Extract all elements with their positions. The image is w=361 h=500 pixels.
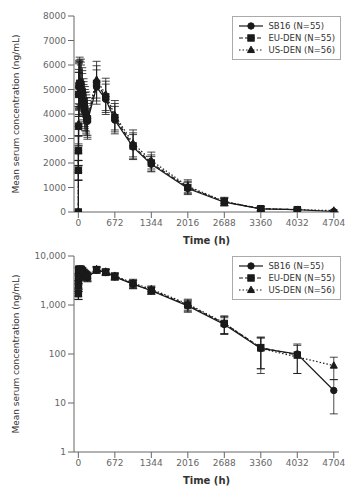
svg-text:3000: 3000 [43, 134, 66, 144]
svg-text:2000: 2000 [43, 158, 66, 168]
svg-text:4704: 4704 [322, 458, 345, 468]
html-text:SB16 (N=55): SB16 (N=55) [268, 21, 325, 31]
svg-text:Time (h): Time (h) [183, 235, 230, 246]
svg-text:1: 1 [60, 447, 66, 457]
html-text:US-DEN (N=56): US-DEN (N=56) [268, 285, 335, 295]
svg-text:0: 0 [75, 458, 81, 468]
svg-text:2688: 2688 [213, 458, 236, 468]
svg-text:2688: 2688 [213, 218, 236, 228]
svg-text:0: 0 [75, 218, 81, 228]
svg-text:5000: 5000 [43, 85, 66, 95]
svg-text:8000: 8000 [43, 11, 66, 21]
svg-text:3360: 3360 [249, 458, 272, 468]
svg-text:10,000: 10,000 [35, 251, 67, 261]
svg-text:100: 100 [49, 349, 66, 359]
html-text:US-DEN (N=56): US-DEN (N=56) [268, 45, 335, 55]
svg-text:4704: 4704 [322, 218, 345, 228]
svg-text:Time (h): Time (h) [183, 475, 230, 486]
svg-text:Mean serum concentration (ng/m: Mean serum concentration (ng/mL) [11, 34, 21, 193]
svg-text:1344: 1344 [140, 218, 163, 228]
svg-text:3360: 3360 [249, 218, 272, 228]
svg-text:1000: 1000 [43, 183, 66, 193]
svg-text:6000: 6000 [43, 60, 66, 70]
svg-text:Mean serum concentration (ng/m: Mean serum concentration (ng/mL) [11, 274, 21, 433]
html-text:EU-DEN (N=55): EU-DEN (N=55) [268, 33, 335, 43]
svg-text:10: 10 [55, 398, 67, 408]
svg-text:1,000: 1,000 [40, 300, 66, 310]
svg-text:0: 0 [60, 207, 66, 217]
svg-text:2016: 2016 [176, 458, 199, 468]
svg-text:7000: 7000 [43, 36, 66, 46]
html-text:SB16 (N=55): SB16 (N=55) [268, 261, 325, 271]
svg-text:2016: 2016 [176, 218, 199, 228]
svg-text:672: 672 [106, 218, 123, 228]
svg-text:4000: 4000 [43, 109, 66, 119]
svg-text:1344: 1344 [140, 458, 163, 468]
svg-text:672: 672 [106, 458, 123, 468]
svg-text:4032: 4032 [286, 458, 309, 468]
html-text:EU-DEN (N=55): EU-DEN (N=55) [268, 273, 335, 283]
svg-text:4032: 4032 [286, 218, 309, 228]
